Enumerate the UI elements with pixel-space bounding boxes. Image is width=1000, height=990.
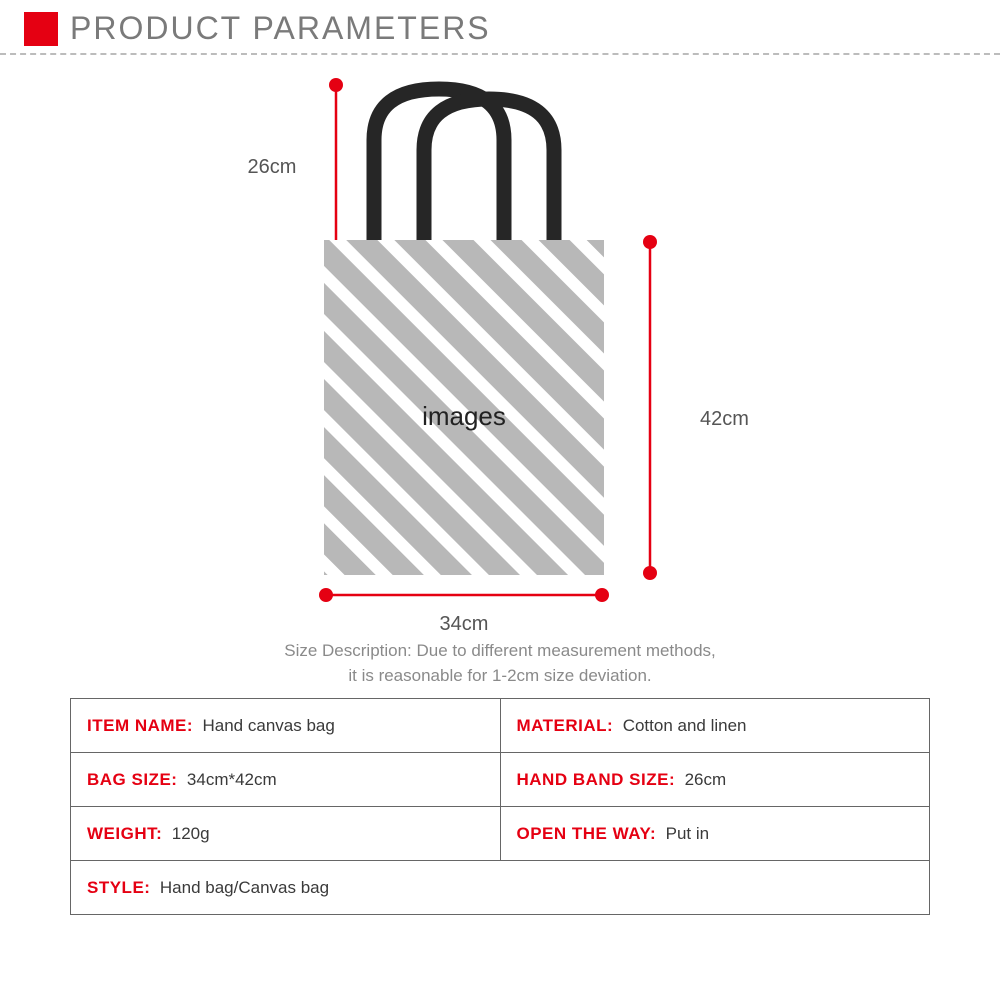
spec-label: ITEM NAME:	[87, 716, 193, 735]
table-row: STYLE: Hand bag/Canvas bag	[71, 861, 930, 915]
spec-cell-style: STYLE: Hand bag/Canvas bag	[71, 861, 930, 915]
spec-cell-bag-size: BAG SIZE: 34cm*42cm	[71, 753, 501, 807]
table-row: WEIGHT: 120g OPEN THE WAY: Put in	[71, 807, 930, 861]
product-diagram: images 26cm 42cm 34cm	[0, 55, 1000, 645]
spec-table: ITEM NAME: Hand canvas bag MATERIAL: Cot…	[70, 698, 930, 915]
spec-value: 34cm*42cm	[187, 770, 277, 789]
size-description: Size Description: Due to different measu…	[0, 639, 1000, 688]
spec-cell-hand-band-size: HAND BAND SIZE: 26cm	[500, 753, 930, 807]
table-row: ITEM NAME: Hand canvas bag MATERIAL: Cot…	[71, 699, 930, 753]
spec-cell-material: MATERIAL: Cotton and linen	[500, 699, 930, 753]
accent-square	[24, 12, 58, 46]
bag-handle-right	[424, 99, 554, 240]
bag-placeholder-text: images	[422, 401, 506, 431]
spec-value: 26cm	[685, 770, 727, 789]
spec-label: HAND BAND SIZE:	[517, 770, 676, 789]
spec-cell-item-name: ITEM NAME: Hand canvas bag	[71, 699, 501, 753]
handle-height-label: 26cm	[248, 156, 297, 178]
spec-label: STYLE:	[87, 878, 150, 897]
spec-cell-open-the-way: OPEN THE WAY: Put in	[500, 807, 930, 861]
spec-value: Hand bag/Canvas bag	[160, 878, 329, 897]
table-row: BAG SIZE: 34cm*42cm HAND BAND SIZE: 26cm	[71, 753, 930, 807]
diagram-svg: images 26cm 42cm 34cm	[0, 55, 1000, 645]
spec-cell-weight: WEIGHT: 120g	[71, 807, 501, 861]
page-title: PRODUCT PARAMETERS	[70, 10, 491, 47]
spec-value: 120g	[172, 824, 210, 843]
bag-height-label: 42cm	[700, 408, 749, 430]
spec-value: Cotton and linen	[623, 716, 747, 735]
spec-label: OPEN THE WAY:	[517, 824, 657, 843]
size-desc-line2: it is reasonable for 1-2cm size deviatio…	[348, 666, 651, 685]
spec-label: WEIGHT:	[87, 824, 162, 843]
header: PRODUCT PARAMETERS	[0, 0, 1000, 53]
spec-value: Put in	[666, 824, 709, 843]
spec-label: MATERIAL:	[517, 716, 614, 735]
spec-value: Hand canvas bag	[203, 716, 335, 735]
bag-width-label: 34cm	[440, 613, 489, 635]
spec-label: BAG SIZE:	[87, 770, 177, 789]
